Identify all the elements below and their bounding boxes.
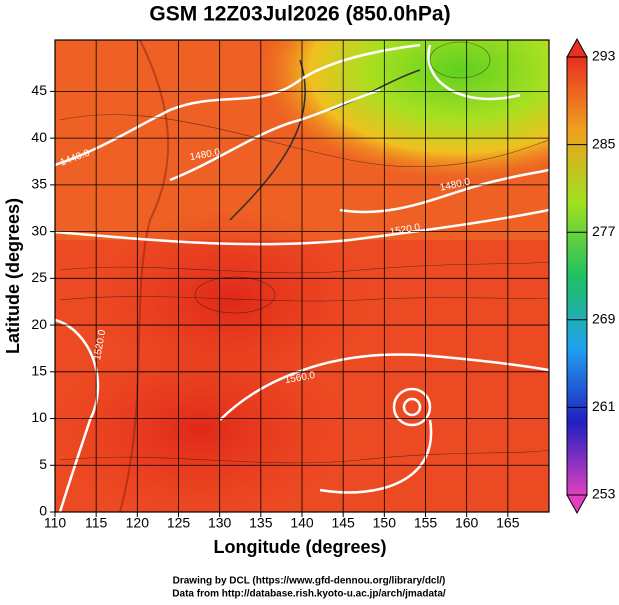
x-tick-label: 115 — [85, 515, 108, 531]
colorbar-tick-label: 269 — [592, 311, 616, 327]
colorbar-tick-label: 261 — [592, 398, 616, 414]
x-tick-label: 150 — [373, 515, 397, 531]
y-tick-label: 0 — [39, 503, 47, 519]
colorbar-tick-label: 277 — [592, 223, 616, 239]
footer-line: Data from http://database.rish.kyoto-u.a… — [172, 589, 446, 600]
colorbar-tick-label: 285 — [592, 135, 616, 151]
x-tick-label: 125 — [167, 515, 191, 531]
x-tick-label: 145 — [331, 515, 355, 531]
colorbar — [566, 56, 588, 496]
footer-line: Drawing by DCL (https://www.gfd-dennou.o… — [173, 576, 446, 587]
field — [55, 40, 549, 512]
colorbar-tick-label: 253 — [592, 486, 616, 502]
contour-label: 1560.0 — [284, 370, 316, 386]
y-tick-label: 20 — [31, 316, 47, 332]
y-tick-label: 40 — [31, 129, 47, 145]
colorbar-cap — [566, 37, 588, 58]
x-tick-label: 140 — [290, 515, 314, 531]
colorbar-cap — [566, 494, 588, 515]
y-tick-label: 25 — [31, 269, 47, 285]
x-axis-label: Longitude (degrees) — [213, 537, 386, 557]
title: GSM 12Z03Jul2026 (850.0hPa) — [149, 3, 450, 26]
x-tick-label: 110 — [44, 515, 67, 531]
y-tick-label: 15 — [31, 363, 47, 379]
contour-label: 1480.0 — [189, 147, 221, 163]
x-tick-label: 155 — [414, 515, 438, 531]
y-tick-label: 10 — [31, 409, 47, 425]
x-tick-label: 165 — [496, 515, 520, 531]
x-tick-label: 135 — [249, 515, 273, 531]
colorbar-tick-label: 293 — [592, 48, 616, 64]
y-axis-label: Latitude (degrees) — [3, 198, 23, 354]
contour-label: 1520.0 — [389, 222, 421, 238]
x-tick-label: 160 — [455, 515, 479, 531]
y-tick-label: 5 — [39, 456, 47, 472]
x-tick-label: 130 — [208, 515, 232, 531]
y-tick-label: 45 — [31, 82, 47, 98]
x-tick-label: 120 — [126, 515, 150, 531]
y-tick-label: 35 — [31, 176, 47, 192]
y-tick-label: 30 — [31, 222, 47, 238]
contour-label: 1520.0 — [92, 329, 108, 361]
